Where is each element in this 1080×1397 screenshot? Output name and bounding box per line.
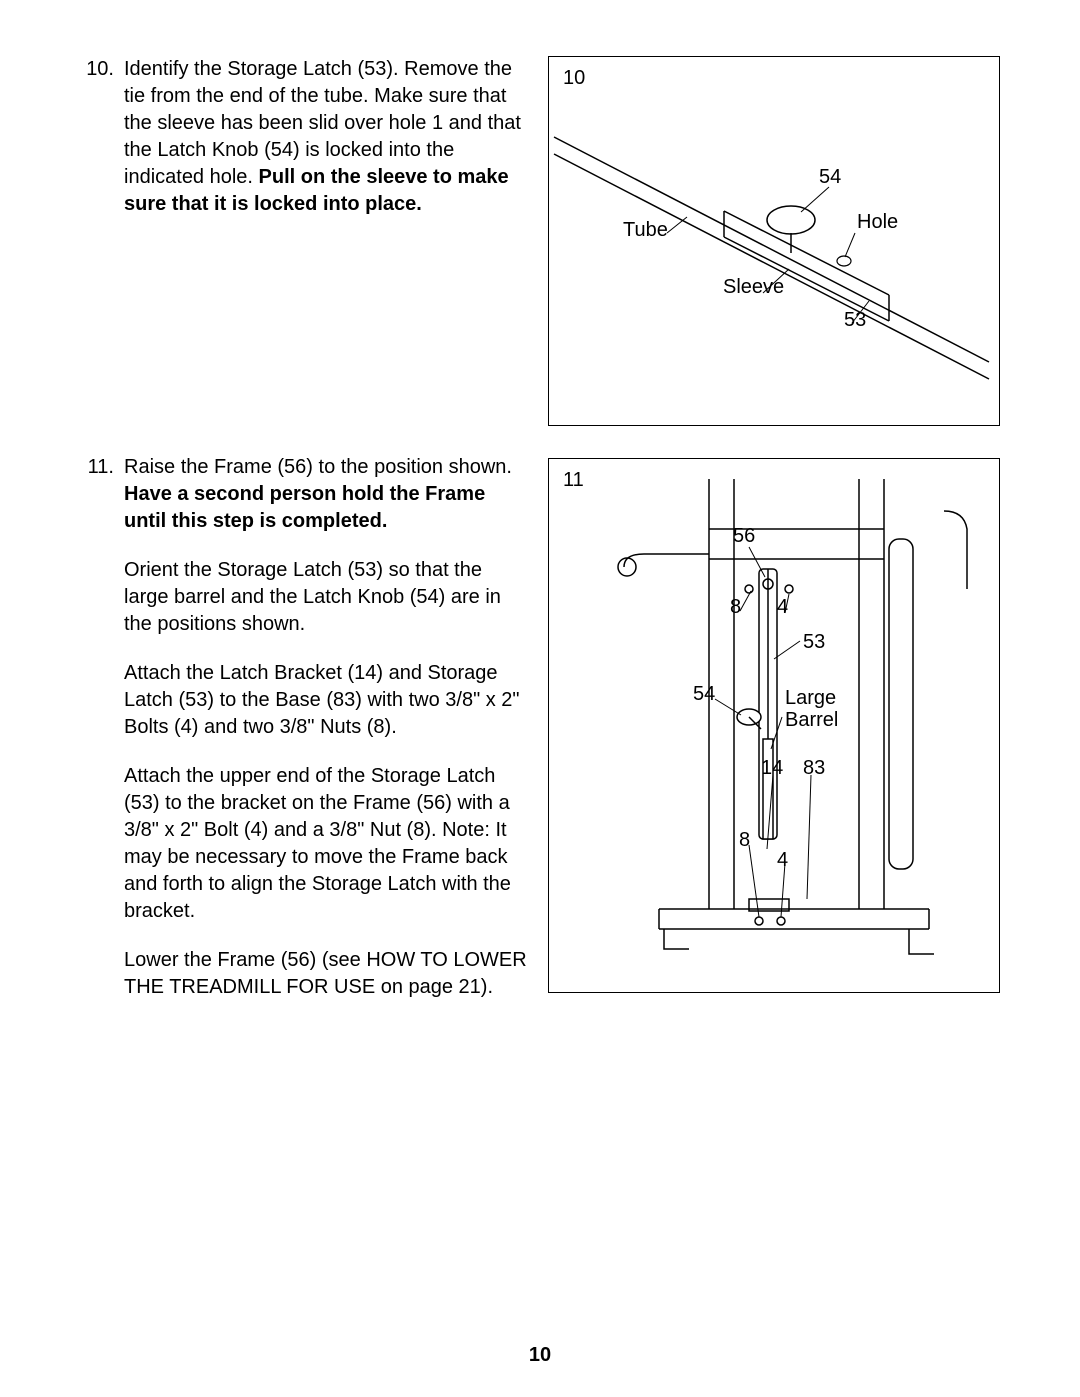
step-paragraph: Identify the Storage Latch (53). Remove … — [124, 56, 532, 218]
paragraph-text: Attach the Latch Bracket (14) and Storag… — [124, 662, 520, 738]
callout-large: Large — [785, 687, 836, 710]
callout-54: 54 — [819, 166, 841, 189]
callout-54: 54 — [693, 683, 715, 706]
step-paragraph: Attach the upper end of the Storage Latc… — [124, 763, 532, 925]
figure-10-svg — [549, 57, 994, 426]
step-paragraph: Lower the Frame (56) (see HOW TO LOWER T… — [124, 947, 532, 1001]
step-body: Identify the Storage Latch (53). Remove … — [124, 56, 532, 240]
callout-8a: 8 — [730, 596, 741, 619]
callout-14: 14 — [761, 757, 783, 780]
callout-53: 53 — [844, 309, 866, 332]
callout-4a: 4 — [777, 596, 788, 619]
callout-8b: 8 — [739, 829, 750, 852]
step-number: 11. — [80, 454, 114, 1023]
figure-11-svg — [549, 459, 994, 993]
step-body: Raise the Frame (56) to the position sho… — [124, 454, 532, 1023]
callout-tube: Tube — [623, 219, 668, 242]
step-10-figure-col: 10 — [548, 56, 1000, 426]
paragraph-bold: Have a second person hold the Frame unti… — [124, 483, 485, 532]
paragraph-text: Lower the Frame (56) (see HOW TO LOWER T… — [124, 949, 527, 998]
step-11-figure-col: 11 — [548, 454, 1000, 1045]
callout-83: 83 — [803, 757, 825, 780]
figure-11: 11 — [548, 458, 1000, 993]
callout-53: 53 — [803, 631, 825, 654]
callout-hole: Hole — [857, 211, 898, 234]
callout-barrel: Barrel — [785, 709, 838, 732]
callout-4b: 4 — [777, 849, 788, 872]
callout-56: 56 — [733, 525, 755, 548]
step-paragraph: Raise the Frame (56) to the position sho… — [124, 454, 532, 535]
step-paragraph: Orient the Storage Latch (53) so that th… — [124, 557, 532, 638]
step-11-text: 11. Raise the Frame (56) to the position… — [80, 454, 532, 1045]
page-number: 10 — [0, 1344, 1080, 1367]
step-paragraph: Attach the Latch Bracket (14) and Storag… — [124, 660, 532, 741]
step-10-row: 10. Identify the Storage Latch (53). Rem… — [80, 56, 1000, 426]
step-number: 10. — [80, 56, 114, 240]
callout-sleeve: Sleeve — [723, 276, 784, 299]
paragraph-text: Attach the upper end of the Storage Latc… — [124, 765, 511, 922]
paragraph-text: Raise the Frame (56) to the position sho… — [124, 456, 512, 478]
step-block: 10. Identify the Storage Latch (53). Rem… — [80, 56, 532, 240]
paragraph-text: Orient the Storage Latch (53) so that th… — [124, 559, 501, 635]
step-10-text: 10. Identify the Storage Latch (53). Rem… — [80, 56, 532, 426]
step-block: 11. Raise the Frame (56) to the position… — [80, 454, 532, 1023]
step-11-row: 11. Raise the Frame (56) to the position… — [80, 454, 1000, 1045]
figure-10: 10 — [548, 56, 1000, 426]
